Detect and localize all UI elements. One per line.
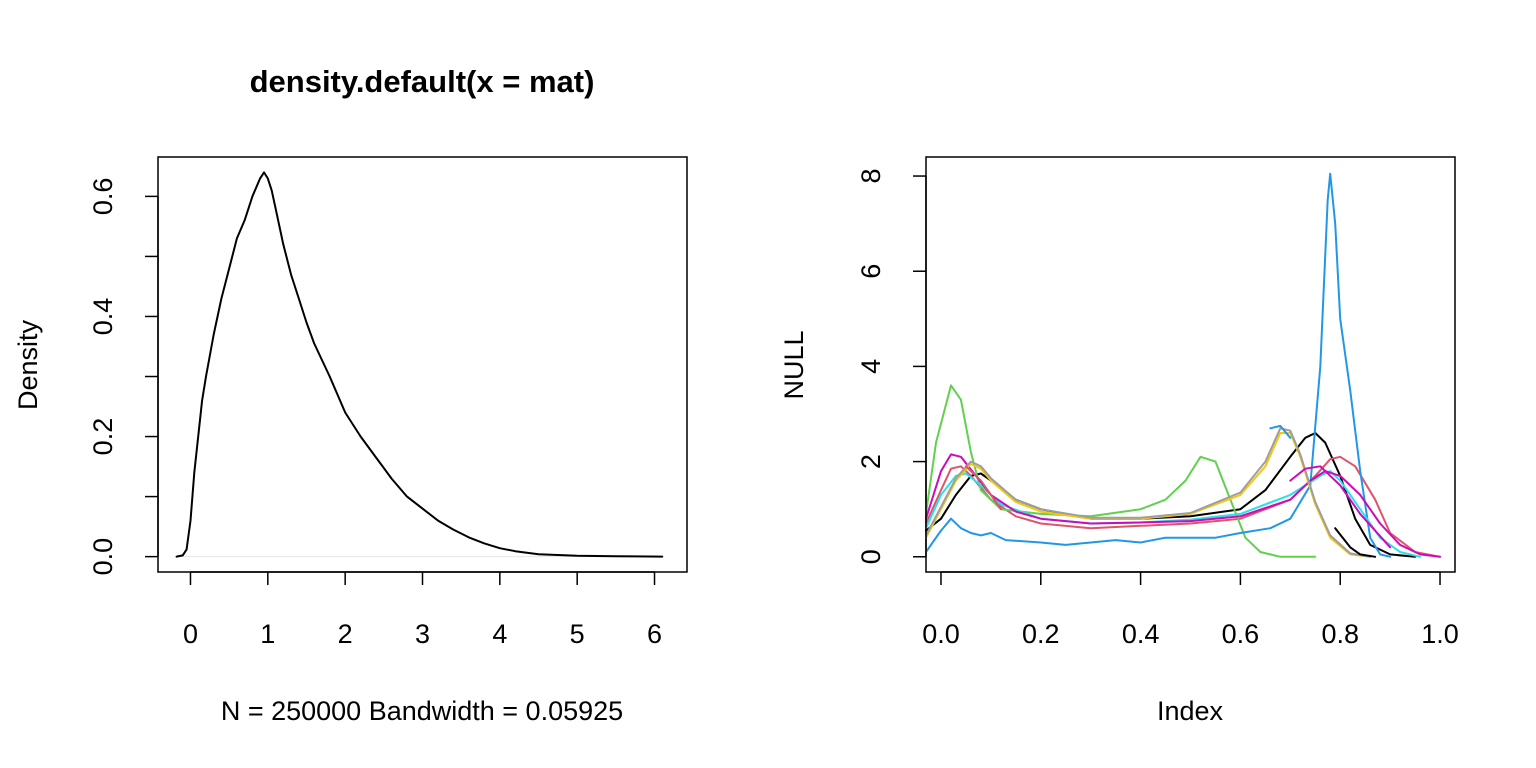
series-line-12 — [1289, 465, 1392, 549]
series-line-4 — [925, 172, 1392, 558]
x-tick-label: 0.4 — [1122, 619, 1160, 649]
x-tick-label: 6 — [647, 619, 662, 649]
series-line-5 — [925, 470, 1422, 558]
x-axis-label: Index — [1157, 696, 1224, 726]
series-line-9 — [1334, 527, 1377, 558]
series-line-2 — [925, 455, 1441, 558]
y-tick-label: 0.6 — [88, 178, 118, 216]
plot-area — [175, 171, 664, 558]
y-tick-label: 0 — [856, 549, 886, 564]
y-tick-label: 8 — [856, 169, 886, 184]
y-tick-label: 0.2 — [88, 418, 118, 456]
y-axis-label: Density — [13, 319, 43, 410]
y-axis: 0 2 4 6 8 — [856, 169, 927, 564]
series-line-6 — [925, 453, 1441, 558]
x-tick-label: 0.2 — [1022, 619, 1060, 649]
y-tick-label: 6 — [856, 264, 886, 279]
y-tick-label: 0.4 — [88, 298, 118, 336]
x-axis-label: N = 250000 Bandwidth = 0.05925 — [221, 696, 623, 726]
x-tick-label: 1.0 — [1421, 619, 1459, 649]
x-tick-label: 1 — [260, 619, 275, 649]
x-tick-label: 5 — [570, 619, 585, 649]
series-line-1 — [175, 171, 664, 558]
x-tick-label: 0.8 — [1321, 619, 1359, 649]
y-axis: 0.0 0.2 0.4 0.6 — [88, 178, 159, 576]
x-tick-label: 4 — [492, 619, 507, 649]
y-tick-label: 2 — [856, 454, 886, 469]
x-tick-label: 3 — [415, 619, 430, 649]
series-line-8 — [925, 427, 1372, 558]
series-line-3 — [925, 384, 1317, 558]
y-tick-label: 0.0 — [88, 538, 118, 576]
x-axis: 0 1 2 3 4 5 6 — [183, 571, 662, 649]
chart-title: density.default(x = mat) — [250, 64, 595, 99]
y-tick-label: 4 — [856, 359, 886, 374]
plot-area — [925, 172, 1441, 558]
x-axis: 0.0 0.2 0.4 0.6 0.8 1.0 — [922, 571, 1459, 649]
x-tick-label: 0.0 — [922, 619, 960, 649]
series-line-10 — [964, 465, 1002, 511]
x-tick-label: 0.6 — [1222, 619, 1260, 649]
x-tick-label: 0 — [183, 619, 198, 649]
series-line-11 — [1269, 424, 1292, 439]
x-tick-label: 2 — [338, 619, 353, 649]
y-axis-label: NULL — [779, 330, 809, 399]
index-panel: 0.0 0.2 0.4 0.6 0.8 1.0 0 2 4 6 8 Index NULL — [779, 156, 1459, 726]
